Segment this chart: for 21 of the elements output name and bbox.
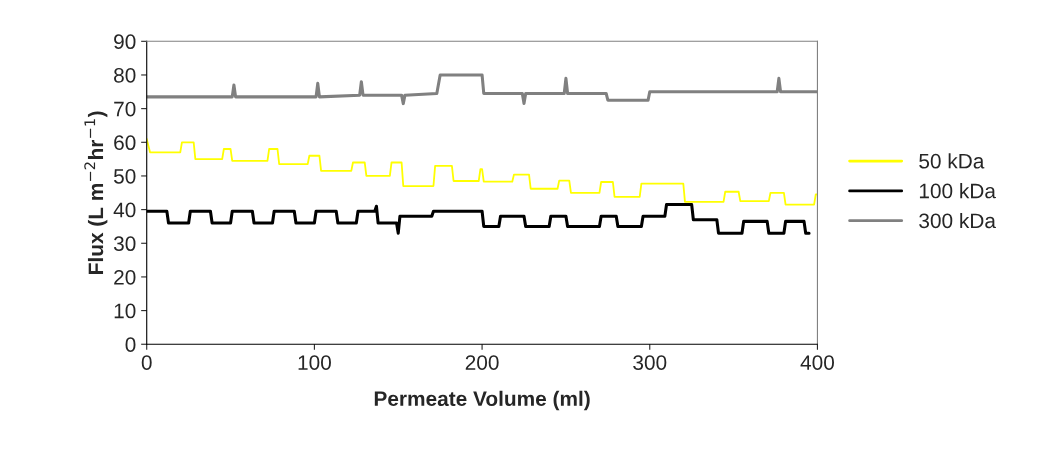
- x-tick-label: 300: [633, 355, 667, 370]
- x-axis-title: Permeate Volume (ml): [374, 390, 590, 411]
- legend-label: 50 kDa: [919, 153, 985, 169]
- x-tick-label: 0: [141, 355, 152, 370]
- y-tick-label: 60: [114, 135, 136, 151]
- y-tick-label: 10: [114, 303, 136, 319]
- y-tick-label: 80: [114, 67, 136, 83]
- y-tick-label: 70: [114, 101, 136, 117]
- x-tick-label: 100: [298, 355, 331, 370]
- line-series: [146, 138, 818, 206]
- y-tick-label: 90: [114, 34, 136, 50]
- x-tick-label: 200: [465, 355, 499, 370]
- y-axis-title: Flux (L m$^{−2}$hr$^{−1}$): [84, 111, 108, 274]
- legend-label: 100 kDa: [919, 183, 996, 199]
- y-tick-label: 20: [114, 269, 136, 285]
- y-tick-label: 30: [113, 236, 136, 252]
- y-tick-label: 50: [113, 168, 136, 184]
- y-tick-label: 40: [113, 202, 136, 218]
- x-tick-label: 400: [800, 355, 835, 370]
- legend-label: 300 kDa: [919, 212, 996, 229]
- y-tick-label: 0: [125, 337, 136, 352]
